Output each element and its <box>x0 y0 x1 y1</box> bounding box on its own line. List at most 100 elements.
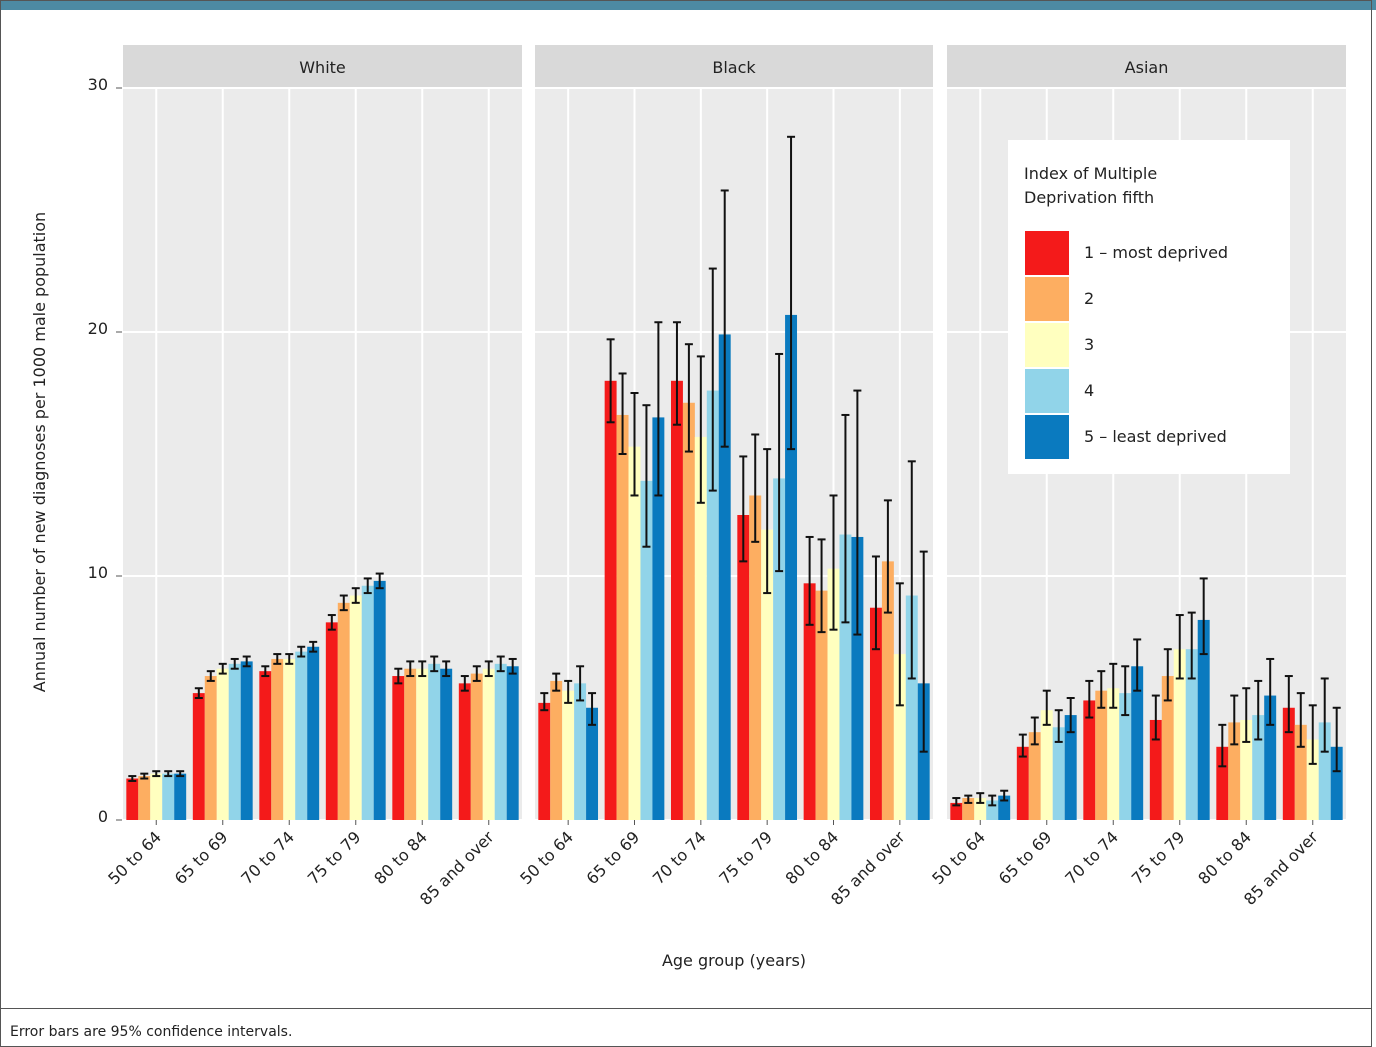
bar <box>271 658 284 820</box>
error-bar <box>805 535 814 626</box>
bar <box>749 495 762 820</box>
bar <box>773 478 786 820</box>
bar <box>126 778 139 820</box>
x-tick-label: 50 to 64 <box>928 827 989 888</box>
x-axis-label: Age group (years) <box>662 951 806 970</box>
error-bar <box>1242 687 1251 743</box>
error-bar <box>1175 614 1184 680</box>
bar <box>1064 715 1077 820</box>
error-bar <box>1085 679 1094 719</box>
bar <box>1282 707 1295 820</box>
bar <box>1294 724 1307 820</box>
bar <box>440 668 453 820</box>
error-bar <box>418 660 427 678</box>
error-bar <box>976 792 985 804</box>
bar <box>962 798 975 820</box>
bar <box>1083 700 1096 820</box>
bar <box>893 654 906 820</box>
error-bar <box>1054 709 1063 743</box>
bar <box>986 800 999 820</box>
bar <box>785 314 798 820</box>
error-bar <box>576 665 585 702</box>
error-bar <box>1018 733 1027 758</box>
bar <box>761 529 774 820</box>
panel-background <box>123 88 522 820</box>
bar <box>494 663 507 820</box>
x-tick-label: 75 to 79 <box>304 827 365 888</box>
error-bar <box>672 321 681 426</box>
bar <box>1095 690 1108 820</box>
facet-title: Asian <box>1125 58 1169 77</box>
error-bar <box>140 772 149 780</box>
legend-swatch <box>1025 277 1069 321</box>
error-bar <box>484 660 493 678</box>
bar <box>470 673 483 820</box>
legend-swatch <box>1025 415 1069 459</box>
error-bar <box>309 640 318 653</box>
error-bar <box>297 645 306 658</box>
error-bar <box>261 665 270 678</box>
error-bar <box>787 135 796 451</box>
bar <box>950 802 963 820</box>
bar <box>1264 695 1277 820</box>
bar <box>562 690 575 820</box>
bar <box>482 668 495 820</box>
bar <box>574 683 587 820</box>
error-bar <box>540 692 549 712</box>
bar <box>586 707 599 820</box>
bar <box>803 583 816 820</box>
legend: Index of Multiple Deprivation fifth 1 – … <box>1008 140 1290 474</box>
bar <box>259 671 272 820</box>
legend-label: 1 – most deprived <box>1084 243 1229 262</box>
bar <box>616 414 629 820</box>
error-bar <box>406 660 415 678</box>
error-bar <box>1109 662 1118 709</box>
x-tick-label: 70 to 74 <box>237 827 298 888</box>
error-bar <box>1218 723 1227 768</box>
error-bar <box>1266 657 1275 726</box>
bar <box>1028 732 1041 820</box>
error-bar <box>1320 677 1329 753</box>
bar <box>1161 676 1174 820</box>
error-bar <box>817 538 826 634</box>
error-bar <box>375 572 384 590</box>
error-bar <box>1230 694 1239 746</box>
error-bar <box>394 667 403 685</box>
error-bar <box>684 343 693 453</box>
bar <box>974 798 987 820</box>
legend-swatch <box>1025 231 1069 275</box>
strip <box>123 45 522 88</box>
bar <box>815 590 828 820</box>
error-bar <box>430 655 439 673</box>
bar <box>404 668 417 820</box>
x-tick-label: 65 to 69 <box>583 827 644 888</box>
error-bar <box>1163 648 1172 702</box>
bar <box>204 676 217 820</box>
bar <box>150 773 163 820</box>
error-bar <box>1296 692 1305 748</box>
bar <box>682 402 695 820</box>
error-bar <box>152 770 161 778</box>
error-bar <box>630 392 639 497</box>
legend-label: 5 – least deprived <box>1084 427 1227 446</box>
bar <box>839 534 852 820</box>
panel-background <box>535 88 933 820</box>
bar <box>458 683 471 820</box>
bar <box>652 417 665 820</box>
error-bar <box>841 413 850 624</box>
bar <box>174 773 187 820</box>
error-bar <box>218 662 227 675</box>
bar <box>428 663 441 820</box>
legend-swatch <box>1025 369 1069 413</box>
error-bar <box>952 797 961 807</box>
x-tick-label: 70 to 74 <box>649 827 710 888</box>
bar <box>1318 722 1331 820</box>
error-bar <box>442 660 451 678</box>
y-axis-label: Annual number of new diagnoses per 1000 … <box>30 212 49 692</box>
error-bar <box>1097 670 1106 709</box>
bar <box>373 580 386 820</box>
error-bar <box>242 655 251 668</box>
error-bar <box>206 670 215 682</box>
error-bar <box>871 555 880 651</box>
error-bar <box>1133 638 1142 692</box>
